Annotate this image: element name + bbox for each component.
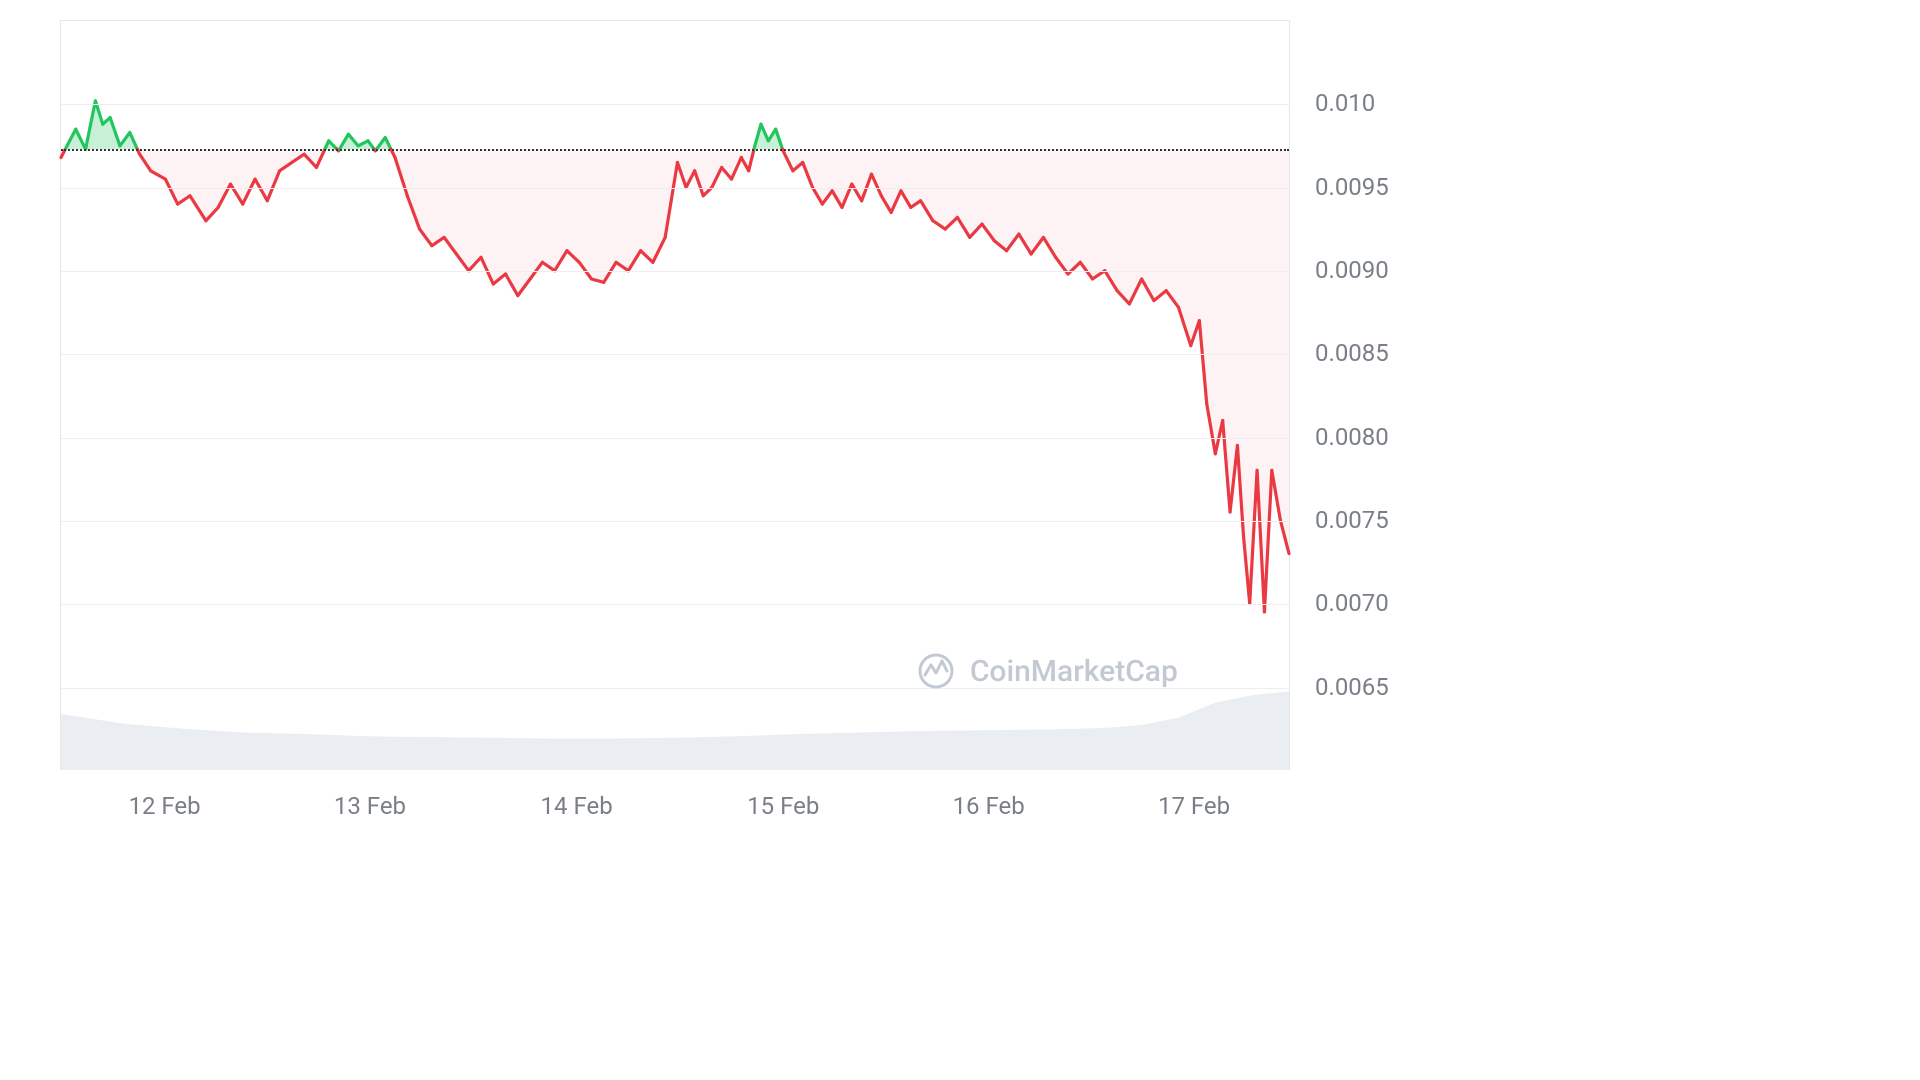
grid-line <box>61 188 1289 189</box>
y-axis-label: 0.0080 <box>1315 423 1389 451</box>
y-axis-label: 0.0095 <box>1315 173 1389 201</box>
chart-plot-area[interactable]: CoinMarketCap <box>60 20 1290 770</box>
grid-line <box>61 521 1289 522</box>
price-chart[interactable]: CoinMarketCap 0.0065 0.0070 0.0075 0.0080 0.… <box>60 20 1440 1020</box>
coinmarketcap-logo-icon <box>916 651 956 691</box>
y-axis-label: 0.0085 <box>1315 339 1389 367</box>
grid-line <box>61 271 1289 272</box>
x-axis-label: 17 Feb <box>1158 792 1230 820</box>
watermark: CoinMarketCap <box>916 651 1178 691</box>
y-axis-label: 0.0065 <box>1315 673 1389 701</box>
x-axis-label: 13 Feb <box>334 792 406 820</box>
grid-line <box>61 604 1289 605</box>
grid-line <box>61 354 1289 355</box>
watermark-text: CoinMarketCap <box>970 654 1178 689</box>
y-axis-label: 0.0075 <box>1315 506 1389 534</box>
volume-area <box>61 691 1289 770</box>
y-axis-label: 0.010 <box>1315 89 1375 117</box>
x-axis-label: 12 Feb <box>128 792 200 820</box>
reference-line <box>61 149 1289 151</box>
x-axis-label: 15 Feb <box>747 792 819 820</box>
y-axis-label: 0.0070 <box>1315 589 1389 617</box>
x-axis-label: 14 Feb <box>541 792 613 820</box>
y-axis-label: 0.0090 <box>1315 256 1389 284</box>
grid-line <box>61 438 1289 439</box>
grid-line <box>61 104 1289 105</box>
x-axis-label: 16 Feb <box>953 792 1025 820</box>
